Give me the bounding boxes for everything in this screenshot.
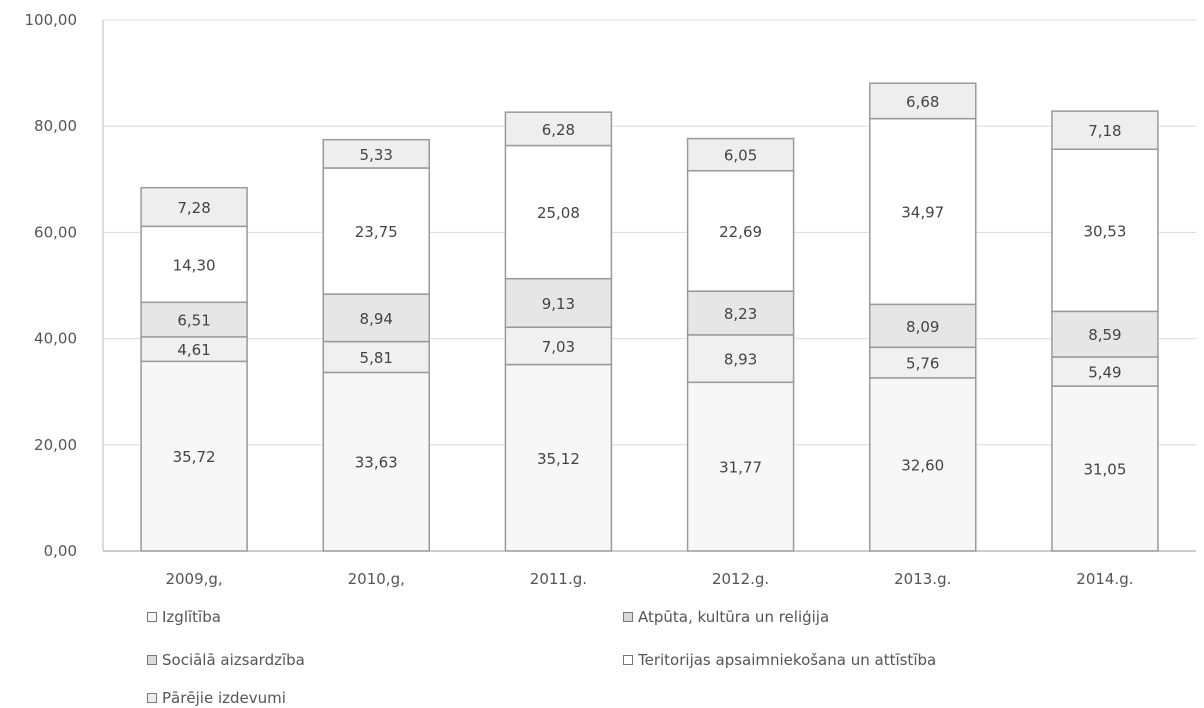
legend-label: Izglītība — [162, 608, 221, 626]
data-label: 7,18 — [1088, 122, 1121, 140]
bar-segment — [322, 138, 430, 169]
legend-item-atputa: Atpūta, kultūra un reliģija — [623, 608, 829, 626]
data-label: 23,75 — [355, 223, 398, 241]
bar-segment — [322, 293, 430, 343]
gridlines — [103, 19, 1196, 552]
x-axis: 2009,g, 2010,g, 2011.g. 2012.g. 2013.g. 2014.… — [103, 550, 1196, 588]
stacked-bar-chart: 0,00 20,00 40,00 60,00 80,00 100,00 35,72 4,61… — [25, 11, 1196, 588]
bar-segment — [686, 137, 795, 172]
bar-segment — [869, 82, 977, 120]
bar-segment — [686, 334, 795, 384]
bar-segment — [686, 169, 795, 292]
legend: Izglītība Atpūta, kultūra un reliģija So… — [147, 606, 1187, 707]
bar-segment — [504, 144, 613, 280]
bar-segment — [322, 371, 430, 552]
data-label: 5,33 — [360, 146, 393, 164]
legend-label: Pārējie izdevumi — [162, 689, 286, 707]
bar-segment — [686, 381, 795, 552]
bar-segment — [869, 303, 977, 349]
x-tick-label: 2011.g. — [530, 570, 587, 588]
bar-segment — [869, 377, 977, 552]
legend-item-teritorijas: Teritorijas apsaimniekošana un attīstība — [623, 651, 936, 669]
data-label: 30,53 — [1083, 222, 1126, 240]
legend-label: Atpūta, kultūra un reliģija — [638, 608, 830, 626]
data-label: 8,93 — [724, 351, 757, 369]
data-label: 32,60 — [901, 456, 944, 474]
legend-item-izglitiba: Izglītība — [147, 608, 221, 626]
y-tick-label: 40,00 — [34, 330, 77, 348]
data-label: 7,03 — [542, 338, 575, 356]
x-tick-label: 2013.g. — [894, 570, 951, 588]
bar-segment — [1051, 110, 1159, 150]
data-label: 8,59 — [1088, 326, 1121, 344]
data-label: 8,23 — [724, 305, 757, 323]
x-tick-label: 2009,g, — [165, 570, 222, 588]
data-label: 6,28 — [542, 121, 575, 139]
bar-segment — [140, 336, 248, 363]
data-label: 9,13 — [542, 295, 575, 313]
bar-segment — [1051, 310, 1159, 358]
legend-swatch — [623, 655, 633, 665]
x-tick-label: 2012.g. — [712, 570, 769, 588]
data-label: 35,12 — [537, 450, 580, 468]
y-tick-label: 20,00 — [34, 436, 77, 454]
data-label: 5,49 — [1088, 364, 1121, 382]
data-label: 25,08 — [537, 204, 580, 222]
bar-segment — [1051, 148, 1159, 313]
data-label: 5,76 — [906, 355, 939, 373]
bar-segment — [504, 111, 613, 147]
bar-segment — [140, 186, 248, 228]
data-label: 8,94 — [360, 310, 393, 328]
legend-swatch — [147, 612, 157, 622]
y-tick-label: 0,00 — [44, 542, 77, 560]
data-label: 34,97 — [901, 204, 944, 222]
x-tick-label: 2014.g. — [1076, 570, 1133, 588]
x-tick-label: 2010,g, — [348, 570, 405, 588]
bar-segment — [504, 326, 613, 366]
bars: 35,72 4,61 6,51 14,30 7,28 33,63 5,81 8,94 23,75… — [140, 82, 1159, 552]
data-label: 6,51 — [177, 312, 210, 330]
data-label: 6,68 — [906, 93, 939, 111]
data-label: 4,61 — [177, 341, 210, 359]
bar-segment — [140, 301, 248, 338]
y-axis: 0,00 20,00 40,00 60,00 80,00 100,00 — [25, 11, 104, 560]
data-label: 14,30 — [173, 256, 216, 274]
data-label: 7,28 — [177, 199, 210, 217]
data-label: 31,77 — [719, 459, 762, 477]
bar-segment — [140, 225, 248, 304]
data-label: 5,81 — [360, 349, 393, 367]
bar-segment — [869, 117, 977, 306]
bar-segment — [869, 346, 977, 379]
legend-item-parejie: Pārējie izdevumi — [147, 689, 286, 707]
data-label: 33,63 — [355, 454, 398, 472]
y-tick-label: 80,00 — [34, 117, 77, 135]
bar-segment — [504, 363, 613, 552]
legend-label: Teritorijas apsaimniekošana un attīstība — [638, 651, 937, 669]
bar-segment — [322, 167, 430, 295]
legend-swatch — [147, 655, 157, 665]
data-label: 31,05 — [1083, 461, 1126, 479]
y-tick-label: 60,00 — [34, 223, 77, 241]
bar-segment — [686, 290, 795, 336]
data-label: 35,72 — [173, 448, 216, 466]
legend-swatch — [147, 693, 157, 703]
legend-label: Sociālā aizsardzība — [162, 651, 305, 669]
legend-item-sociala: Sociālā aizsardzība — [147, 651, 305, 669]
data-label: 8,09 — [906, 318, 939, 336]
data-label: 6,05 — [724, 147, 757, 165]
y-tick-label: 100,00 — [25, 11, 78, 29]
legend-swatch — [623, 612, 633, 622]
bar-segment — [504, 277, 613, 328]
data-label: 22,69 — [719, 223, 762, 241]
bar-segment — [322, 340, 430, 374]
